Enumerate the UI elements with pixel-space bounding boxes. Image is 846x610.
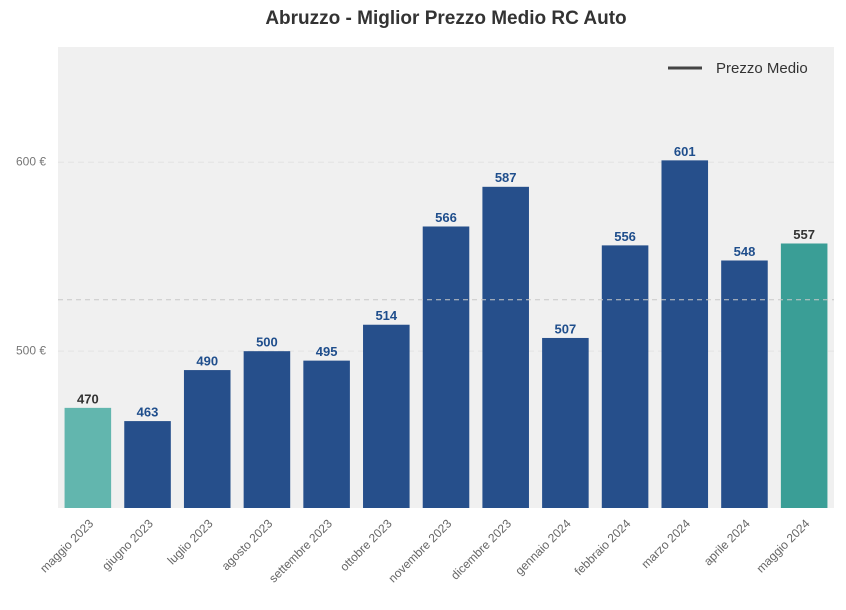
legend-label: Prezzo Medio: [716, 60, 808, 77]
x-tick-label: ottobre 2023: [337, 516, 395, 574]
bar: [183, 370, 231, 508]
value-label: 463: [137, 405, 159, 420]
x-tick-label: marzo 2024: [638, 516, 693, 571]
value-label: 566: [435, 210, 457, 225]
chart-title: Abruzzo - Miglior Prezzo Medio RC Auto: [265, 8, 626, 29]
x-tick-label: giugno 2023: [99, 516, 156, 573]
bar: [124, 421, 171, 508]
x-tick-label: novembre 2023: [385, 516, 454, 585]
bar: [542, 337, 589, 508]
value-label: 557: [793, 227, 815, 242]
value-label: 514: [375, 308, 397, 323]
bar: [64, 407, 112, 508]
value-label: 495: [316, 344, 338, 359]
x-tick-label: dicembre 2023: [448, 516, 514, 582]
x-tick-label: maggio 2024: [754, 516, 813, 575]
y-tick-label: 500 €: [16, 343, 46, 357]
value-label: 507: [555, 321, 577, 336]
x-tick-label: aprile 2024: [701, 516, 753, 568]
bar: [482, 186, 529, 509]
value-label: 470: [77, 391, 99, 406]
x-tick-label: febbraio 2024: [572, 516, 634, 578]
bar: [422, 226, 470, 508]
x-tick-label: gennaio 2024: [512, 516, 574, 578]
x-tick-label: maggio 2023: [37, 516, 96, 575]
bar: [780, 243, 828, 508]
bar: [303, 360, 350, 508]
value-label: 601: [674, 144, 696, 159]
x-tick-label: luglio 2023: [165, 516, 216, 567]
value-label: 556: [614, 229, 636, 244]
x-tick-label: settembre 2023: [266, 516, 335, 585]
bar: [363, 324, 410, 508]
bar: [601, 245, 649, 508]
bar: [721, 260, 768, 508]
bar: [243, 351, 291, 508]
value-label: 490: [196, 354, 218, 369]
value-label: 548: [734, 244, 756, 259]
value-label: 587: [495, 170, 517, 185]
value-label: 500: [256, 335, 278, 350]
x-tick-label: agosto 2023: [219, 516, 276, 573]
bar: [661, 160, 709, 508]
y-tick-label: 600 €: [16, 154, 46, 168]
